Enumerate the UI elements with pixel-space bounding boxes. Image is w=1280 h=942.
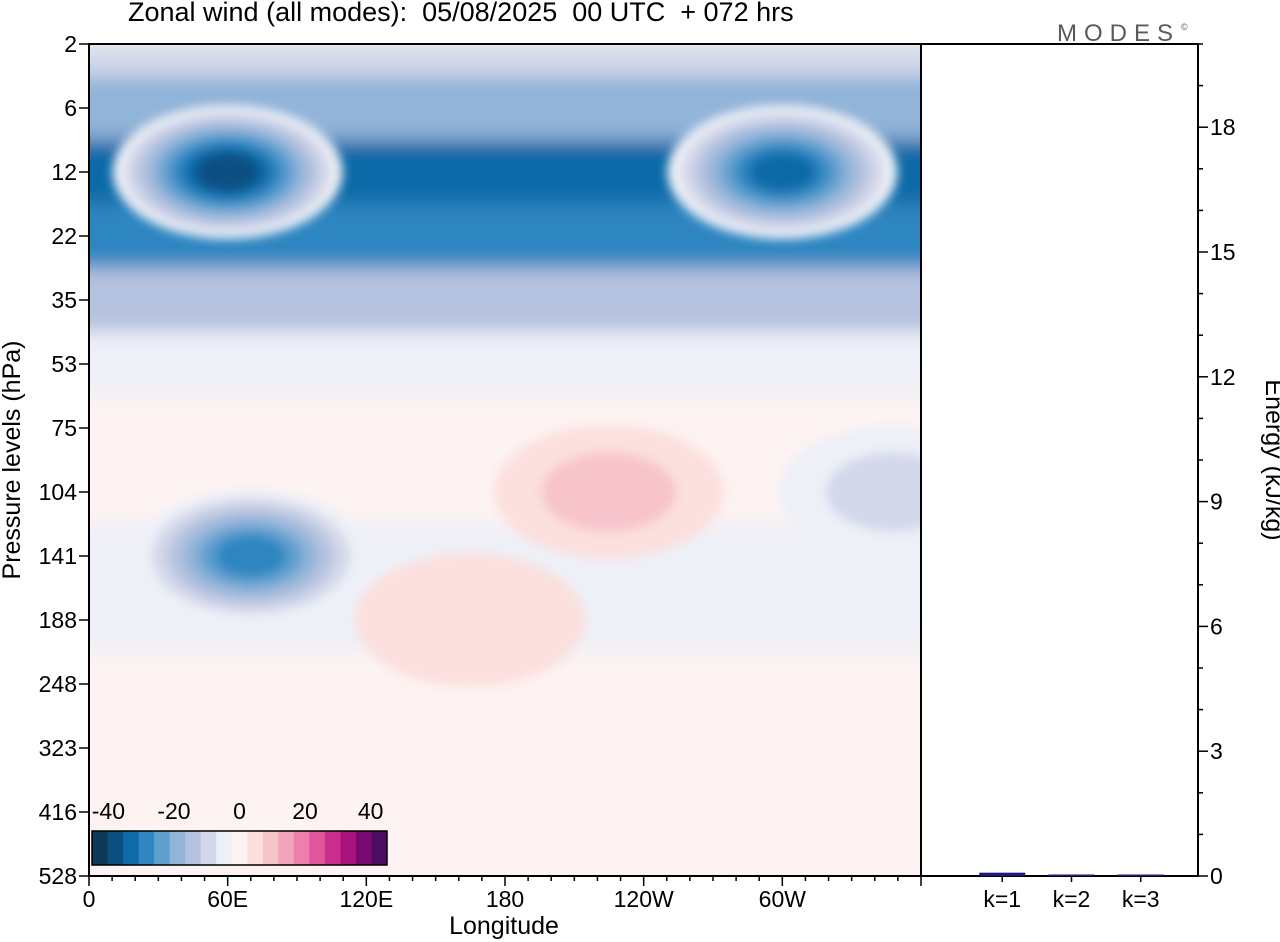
energy-category-label: k=1 [983, 886, 1021, 912]
energy-tick-label: 12 [1210, 364, 1236, 390]
energy-axis-label: Energy (kJ/kg) [1260, 379, 1280, 540]
x-axis: 0 60E 120E 180 120W 60W [83, 876, 922, 912]
colorbar-swatch [154, 831, 171, 865]
wind-band [89, 716, 921, 780]
colorbar-swatch [200, 831, 217, 865]
energy-axis: 0 3 6 9 12 15 18 [1198, 43, 1236, 889]
colorbar-frame [91, 830, 388, 866]
copyright-mark: © [1181, 22, 1188, 32]
energy-bar [1048, 874, 1095, 876]
energy-bar [979, 872, 1026, 876]
wind-band [89, 396, 921, 460]
wind-feature [541, 452, 677, 532]
y-tick-label: 141 [39, 543, 77, 569]
y-tick-label: 188 [39, 607, 77, 633]
x-axis-label: Longitude [449, 912, 559, 940]
y-tick-label: 528 [39, 863, 77, 889]
colorbar-swatch [309, 831, 326, 865]
chart-title: Zonal wind (all modes): 05/08/2025 00 UT… [128, 0, 794, 27]
energy-tick-label: 0 [1210, 863, 1223, 889]
colorbar-swatch [262, 831, 279, 865]
x-tick-label: 60E [207, 886, 248, 912]
wind-feature [825, 452, 921, 532]
energy-category-label: k=2 [1053, 886, 1091, 912]
colorbar-swatch [324, 831, 341, 865]
y-tick-label: 2 [64, 31, 77, 57]
colorbar-swatch [123, 831, 140, 865]
energy-category-label: k=3 [1122, 886, 1160, 912]
x-tick-label: 120W [614, 886, 674, 912]
energy-bar [1117, 874, 1164, 876]
wind-band [89, 44, 921, 76]
colorbar-swatch [216, 831, 233, 865]
colorbar-swatch [293, 831, 310, 865]
wind-feature [214, 534, 287, 578]
x-tick-label: 0 [83, 886, 96, 912]
colorbar-swatch [185, 831, 202, 865]
colorbar-label: -40 [92, 798, 125, 824]
y-tick-label: 323 [39, 735, 77, 761]
colorbar: -40 -20 0 20 40 [91, 798, 388, 866]
wind-feature [355, 553, 586, 687]
wind-features [112, 105, 921, 687]
y-axis-label: Pressure levels (hPa) [0, 341, 26, 580]
colorbar-swatch [107, 831, 124, 865]
colorbar-swatch [371, 831, 388, 865]
colorbar-swatch [169, 831, 186, 865]
energy-tick-label: 6 [1210, 613, 1223, 639]
wind-band [89, 268, 921, 332]
energy-plot-frame [920, 43, 1199, 877]
x-tick-label: 120E [339, 886, 393, 912]
colorbar-label: 0 [233, 798, 246, 824]
colorbar-label: 20 [292, 798, 318, 824]
y-tick-label: 35 [51, 287, 77, 313]
colorbar-swatch [138, 831, 155, 865]
colorbar-label: 40 [358, 798, 384, 824]
zonal-wind-field [89, 44, 921, 876]
y-tick-label: 22 [51, 223, 77, 249]
wind-feature [195, 153, 260, 191]
y-tick-label: 75 [51, 415, 77, 441]
wind-feature [748, 152, 816, 192]
y-tick-label: 248 [39, 671, 77, 697]
colorbar-swatch [355, 831, 372, 865]
y-tick-label: 6 [64, 95, 77, 121]
x-tick-label: 180 [486, 886, 524, 912]
y-tick-label: 12 [51, 159, 77, 185]
colorbar-swatch [231, 831, 248, 865]
y-tick-label: 104 [39, 479, 78, 505]
colorbar-label: -20 [157, 798, 190, 824]
energy-bars: k=1 k=2 k=3 [979, 872, 1164, 912]
colorbar-swatch [278, 831, 295, 865]
y-tick-label: 416 [39, 799, 77, 825]
colorbar-swatch [340, 831, 357, 865]
energy-tick-label: 9 [1210, 489, 1223, 515]
x-tick-label: 60W [759, 886, 807, 912]
colorbar-swatch [92, 831, 109, 865]
energy-tick-label: 15 [1210, 239, 1236, 265]
modes-logo: MODES [1057, 20, 1181, 47]
wind-band [89, 332, 921, 396]
y-tick-label: 53 [51, 351, 77, 377]
energy-tick-label: 18 [1210, 114, 1236, 140]
energy-tick-label: 3 [1210, 738, 1223, 764]
y-axis: 2 6 12 22 35 53 75 104 141 188 248 323 416 528 [39, 31, 89, 889]
colorbar-swatch [247, 831, 264, 865]
